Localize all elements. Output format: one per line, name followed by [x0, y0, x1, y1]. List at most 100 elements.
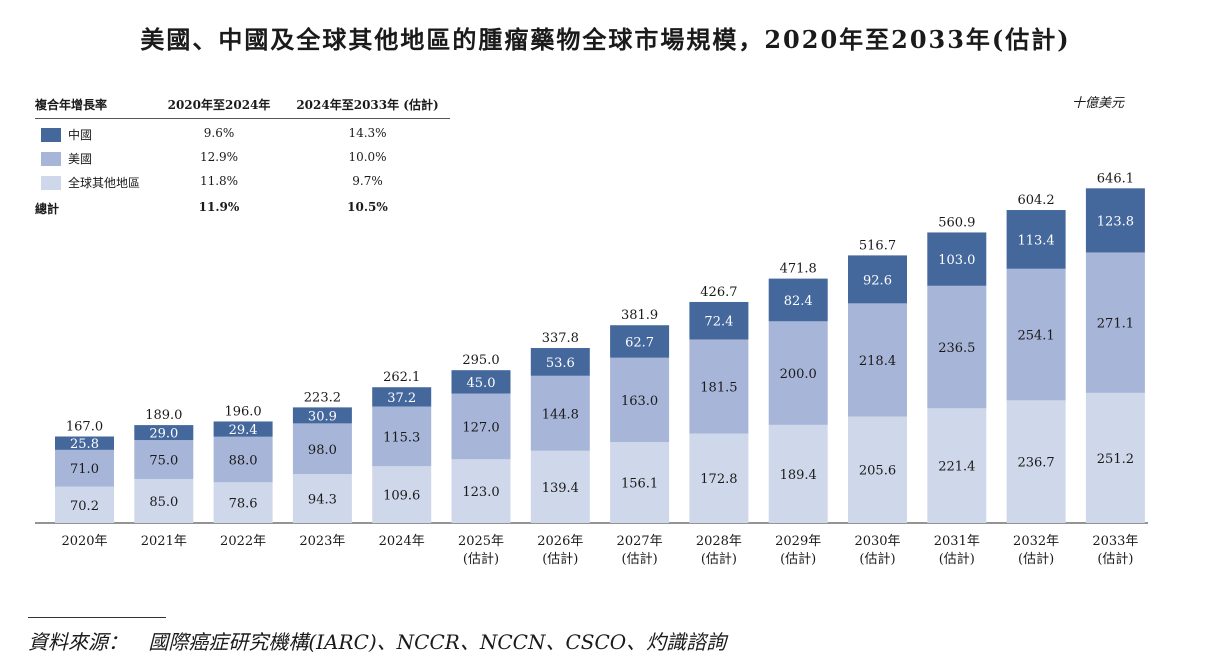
- total-label-2022: 196.0: [224, 404, 261, 419]
- category-label-2021: 2021年: [141, 534, 187, 549]
- source-text: 國際癌症研究機構(IARC)、NCCR、NCCN、CSCO、灼識諮詢: [148, 630, 727, 654]
- bar-us-2020: [55, 449, 114, 487]
- value-label-rest-of-world-2024: 109.6: [383, 489, 420, 504]
- legend-row-china: 中國 9.6% 14.3%: [35, 126, 450, 146]
- bar-rest-of-world-2022: [213, 482, 273, 523]
- legend-header-cagr: 複合年增長率: [35, 98, 108, 112]
- legend-swatch-rest-of-world: [41, 176, 61, 190]
- value-label-us-2022: 88.0: [229, 453, 258, 468]
- value-label-rest-of-world-2026: 139.4: [542, 481, 579, 496]
- bar-rest-of-world-2026: [530, 450, 590, 523]
- bar-rest-of-world-2032: [1006, 400, 1066, 523]
- bar-rest-of-world-2023: [292, 474, 352, 523]
- category-note-2029: (估計): [780, 551, 816, 567]
- bar-china-2022: [213, 421, 273, 437]
- category-note-2028: (估計): [701, 551, 737, 567]
- legend-cagr2-china: 14.3%: [348, 126, 387, 140]
- bar-us-2030: [848, 303, 907, 417]
- legend-label-china: 中國: [68, 128, 93, 142]
- legend-cagr1-rest-of-world: 11.8%: [199, 174, 239, 188]
- category-note-2033: (估計): [1097, 551, 1133, 567]
- bar-rest-of-world-2031: [927, 408, 987, 523]
- bar-china-2032: [1006, 210, 1066, 269]
- value-label-us-2020: 71.0: [70, 462, 99, 477]
- legend-label-rest-of-world: 全球其他地區: [68, 176, 141, 190]
- bar-us-2028: [689, 339, 749, 434]
- total-label-2020: 167.0: [66, 419, 103, 434]
- legend-cagr1-total: 11.9%: [198, 200, 240, 214]
- category-label-2032: 2032年: [1013, 534, 1059, 549]
- value-label-rest-of-world-2021: 85.0: [149, 495, 178, 510]
- value-label-us-2032: 254.1: [1017, 329, 1054, 344]
- legend-cagr2-total: 10.5%: [347, 200, 388, 214]
- legend-label-total: 總計: [35, 202, 60, 216]
- bar-us-2026: [530, 375, 590, 451]
- value-label-us-2030: 218.4: [859, 354, 896, 369]
- value-label-china-2024: 37.2: [387, 391, 416, 406]
- value-label-china-2021: 29.0: [149, 427, 178, 442]
- total-label-2031: 560.9: [938, 215, 975, 230]
- category-label-2030: 2030年: [854, 534, 900, 549]
- bar-us-2022: [213, 436, 273, 483]
- total-label-2033: 646.1: [1097, 171, 1134, 186]
- total-label-2027: 381.9: [621, 308, 658, 323]
- bar-china-2029: [768, 278, 828, 322]
- bar-rest-of-world-2033: [1085, 392, 1145, 523]
- legend-cagr2-us: 10.0%: [348, 150, 387, 164]
- stacked-bar-chart: 70.2 71.0 25.8 167.0 2020年 85.0 75.0 29.0 189.0 2…: [35, 171, 1148, 567]
- bar-us-2024: [372, 406, 432, 467]
- value-label-rest-of-world-2030: 205.6: [859, 464, 896, 479]
- category-label-2024: 2024年: [379, 534, 425, 549]
- bar-rest-of-world-2020: [55, 486, 114, 523]
- category-note-2032: (估計): [1018, 551, 1054, 567]
- value-label-us-2021: 75.0: [149, 454, 178, 469]
- value-label-rest-of-world-2025: 123.0: [462, 485, 499, 500]
- value-label-china-2020: 25.8: [70, 437, 99, 452]
- value-label-rest-of-world-2032: 236.7: [1017, 456, 1054, 471]
- chart-title: 美國、中國及全球其他地區的腫瘤藥物全球市場規模，2020年至2033年(估計): [140, 25, 1071, 54]
- bar-rest-of-world-2028: [689, 433, 749, 523]
- total-label-2021: 189.0: [145, 408, 182, 423]
- category-note-2026: (估計): [542, 551, 578, 567]
- bar-us-2032: [1006, 268, 1066, 401]
- value-label-us-2025: 127.0: [462, 420, 499, 435]
- bar-rest-of-world-2029: [768, 424, 828, 523]
- value-label-rest-of-world-2028: 172.8: [700, 472, 737, 487]
- category-note-2025: (估計): [463, 551, 499, 567]
- legend-cagr1-china: 9.6%: [203, 126, 235, 140]
- bar-us-2033: [1085, 252, 1145, 393]
- legend-row-total: 總計 11.9% 10.5%: [35, 200, 450, 220]
- legend-header-row: 複合年增長率 2020年至2024年 2024年至2033年 (估計): [35, 96, 450, 116]
- value-label-us-2027: 163.0: [621, 394, 658, 409]
- value-label-china-2025: 45.0: [467, 376, 496, 391]
- total-label-2028: 426.7: [700, 285, 737, 300]
- value-label-china-2033: 123.8: [1097, 214, 1134, 229]
- value-label-us-2024: 115.3: [383, 430, 420, 445]
- value-label-us-2028: 181.5: [700, 380, 737, 395]
- value-label-china-2026: 53.6: [546, 356, 575, 371]
- value-label-rest-of-world-2033: 251.2: [1097, 452, 1134, 467]
- category-label-2028: 2028年: [696, 534, 742, 549]
- total-label-2026: 337.8: [542, 331, 579, 346]
- legend-row-us: 美國 12.9% 10.0%: [35, 150, 450, 170]
- category-label-2031: 2031年: [934, 534, 980, 549]
- bar-us-2027: [610, 357, 670, 443]
- bar-china-2031: [927, 232, 987, 286]
- bar-us-2025: [451, 393, 511, 460]
- bar-china-2033: [1085, 188, 1145, 253]
- category-label-2020: 2020年: [61, 534, 107, 549]
- category-label-2025: 2025年: [458, 534, 504, 549]
- value-label-china-2031: 103.0: [938, 253, 975, 268]
- legend-cagr2-rest-of-world: 9.7%: [352, 174, 383, 188]
- value-label-us-2033: 271.1: [1097, 317, 1134, 332]
- legend-header-period-1: 2020年至2024年: [167, 98, 271, 112]
- value-label-china-2028: 72.4: [704, 315, 733, 330]
- bar-us-2031: [927, 285, 987, 409]
- bar-us-2023: [292, 423, 352, 475]
- value-label-rest-of-world-2027: 156.1: [621, 477, 658, 492]
- category-label-2033: 2033年: [1092, 534, 1138, 549]
- legend-swatch-us: [41, 152, 61, 166]
- value-label-china-2032: 113.4: [1017, 233, 1054, 248]
- bar-china-2024: [372, 387, 432, 407]
- total-label-2030: 516.7: [859, 238, 896, 253]
